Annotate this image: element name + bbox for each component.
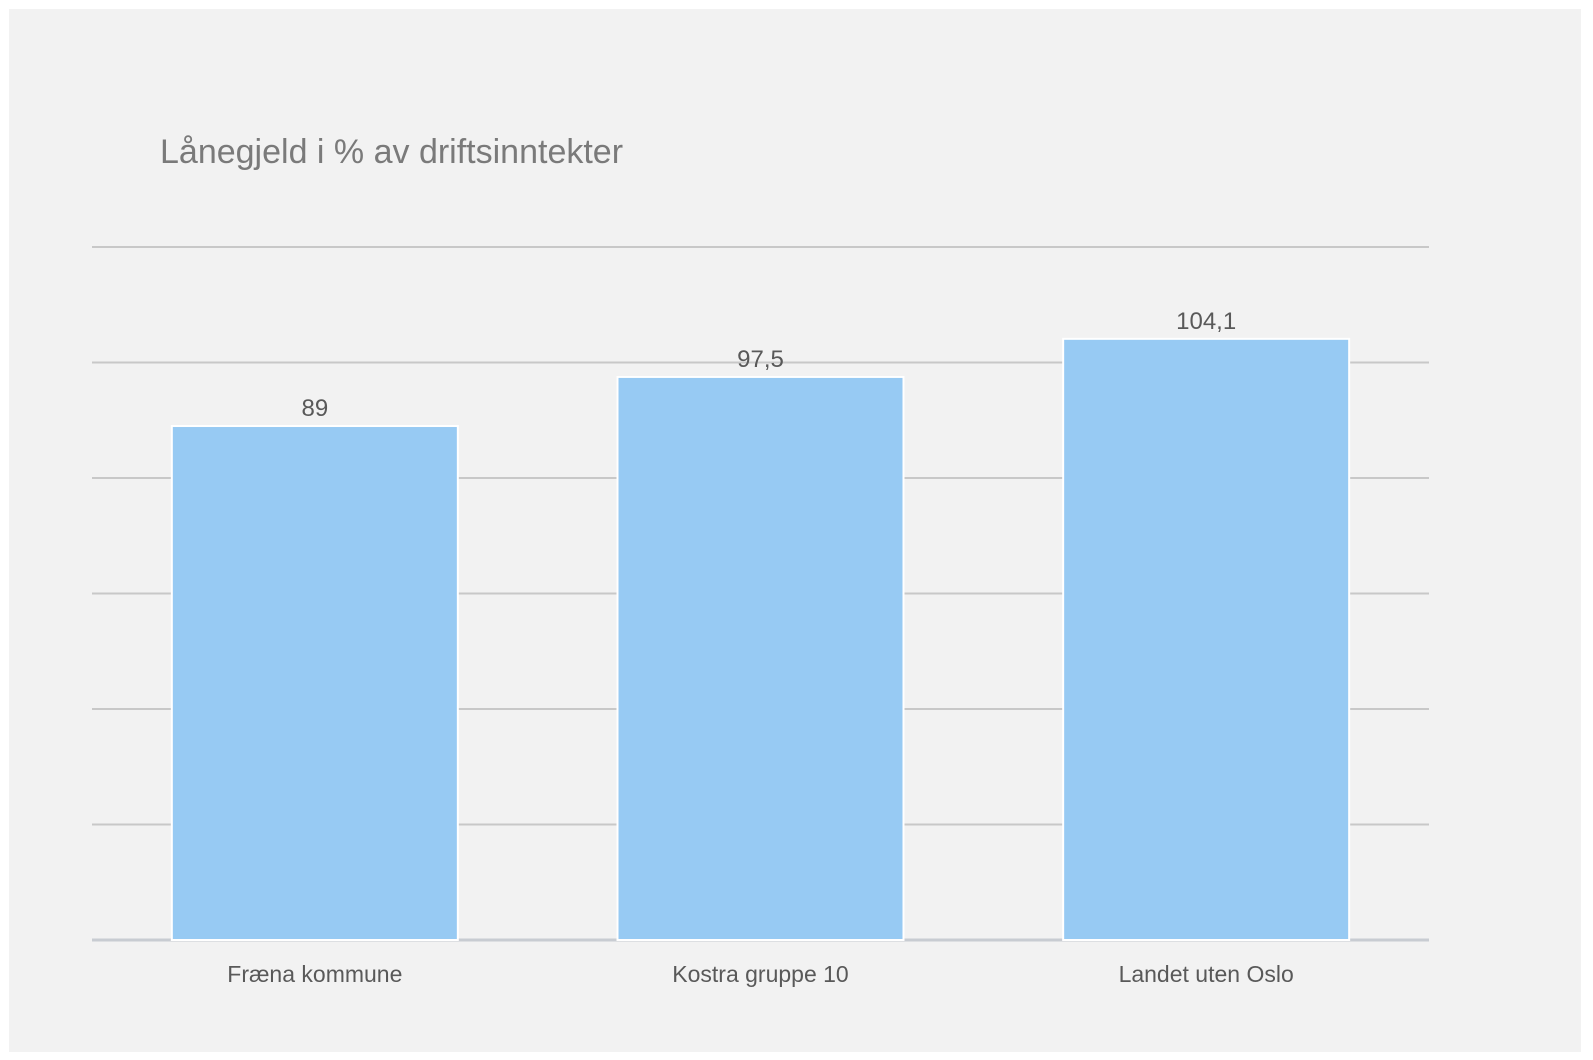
bar (616, 375, 905, 941)
bars (170, 337, 1351, 941)
data-label: 104,1 (1176, 308, 1236, 335)
chart-title: Lånegjeld i % av driftsinntekter (160, 133, 624, 171)
bar (1062, 337, 1351, 941)
category-tick-label: Kostra gruppe 10 (672, 961, 848, 987)
data-label: 89 (301, 395, 328, 422)
data-label: 97,5 (737, 346, 784, 373)
category-tick-label: Fræna kommune (227, 961, 402, 987)
category-labels: Fræna kommune Kostra gruppe 10 Landet uten… (227, 961, 1293, 987)
bar (170, 425, 459, 941)
category-tick-label: Landet uten Oslo (1119, 961, 1294, 987)
value-labels: 89 97,5 104,1 (301, 308, 1236, 422)
